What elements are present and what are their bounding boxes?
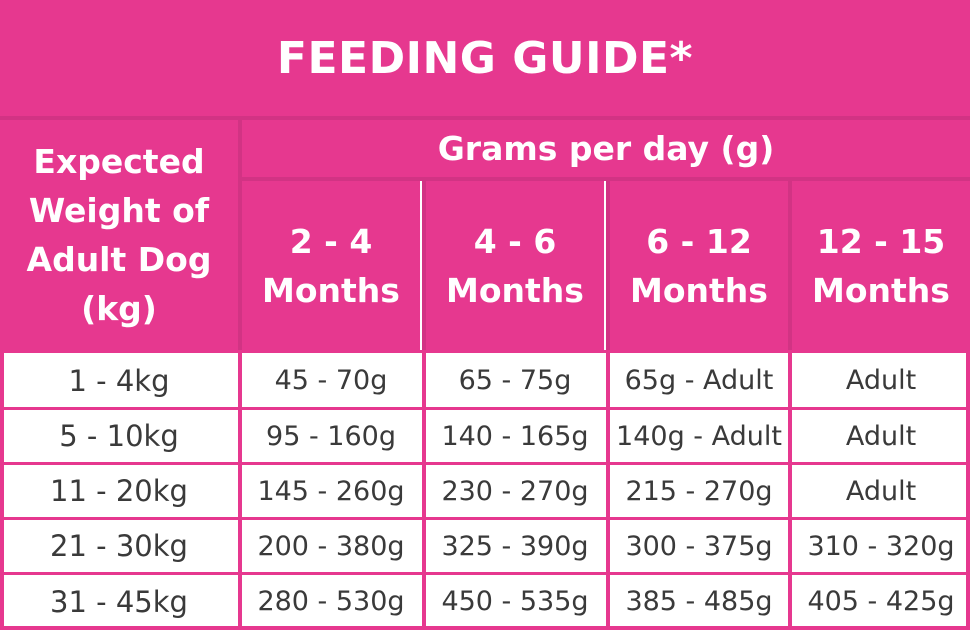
- weight-column-header: Expected Weight of Adult Dog (kg): [0, 120, 238, 350]
- grams-cell: Adult: [792, 465, 970, 517]
- grams-cell: 140g - Adult: [610, 410, 788, 462]
- grams-cell: 200 - 380g: [242, 520, 420, 572]
- age-group-header: 6 - 12 Months: [610, 181, 788, 350]
- grams-cell: 310 - 320g: [792, 520, 970, 572]
- grid-line: [606, 181, 610, 350]
- grid-line: [238, 116, 242, 350]
- grid-line: [966, 350, 970, 630]
- age-group-header-line: Months: [812, 270, 950, 310]
- weight-cell: 21 - 30kg: [0, 520, 238, 572]
- age-group-header: 2 - 4 Months: [242, 181, 420, 350]
- grid-line: [606, 350, 610, 630]
- grams-cell: 325 - 390g: [426, 520, 604, 572]
- grams-cell: 215 - 270g: [610, 465, 788, 517]
- grams-cell: 45 - 70g: [242, 354, 420, 407]
- age-group-header-line: Months: [262, 270, 400, 310]
- grams-cell: 65 - 75g: [426, 354, 604, 407]
- grid-line: [788, 181, 792, 350]
- weight-header-line: Weight of: [28, 191, 210, 230]
- age-group-header-line: 6 - 12: [646, 221, 752, 261]
- grams-cell: 145 - 260g: [242, 465, 420, 517]
- grams-cell: 230 - 270g: [426, 465, 604, 517]
- age-group-header: 12 - 15 Months: [792, 181, 970, 350]
- grid-line: [0, 350, 4, 630]
- grid-line: [0, 350, 970, 353]
- grams-cell: 450 - 535g: [426, 575, 604, 628]
- grid-line: [238, 350, 242, 630]
- weight-header-line: Expected: [33, 142, 205, 181]
- grid-line: [422, 350, 426, 630]
- grid-line: [422, 181, 426, 350]
- grid-line: [0, 572, 970, 575]
- grid-line: [0, 407, 970, 410]
- grams-cell: Adult: [792, 354, 970, 407]
- age-group-header-line: 4 - 6: [473, 221, 557, 261]
- weight-cell: 31 - 45kg: [0, 575, 238, 628]
- grams-cell: 385 - 485g: [610, 575, 788, 628]
- age-group-header: 4 - 6 Months: [426, 181, 604, 350]
- weight-cell: 11 - 20kg: [0, 465, 238, 517]
- weight-cell: 5 - 10kg: [0, 410, 238, 462]
- grams-cell: 140 - 165g: [426, 410, 604, 462]
- grams-cell: 300 - 375g: [610, 520, 788, 572]
- grams-cell: 405 - 425g: [792, 575, 970, 628]
- grams-cell: 95 - 160g: [242, 410, 420, 462]
- grid-line: [242, 177, 970, 181]
- age-group-header-line: Months: [630, 270, 768, 310]
- age-group-header-line: 2 - 4: [289, 221, 373, 261]
- weight-header-line: (kg): [81, 289, 157, 328]
- age-group-header-line: Months: [446, 270, 584, 310]
- table-title: FEEDING GUIDE*: [0, 0, 970, 116]
- grams-cell: 65g - Adult: [610, 354, 788, 407]
- grams-per-day-header: Grams per day (g): [242, 120, 970, 177]
- grams-cell: 280 - 530g: [242, 575, 420, 628]
- grid-line: [0, 626, 970, 630]
- grams-cell: Adult: [792, 410, 970, 462]
- grid-line: [0, 116, 970, 120]
- grid-line: [0, 517, 970, 520]
- weight-cell: 1 - 4kg: [0, 354, 238, 407]
- grid-line: [0, 462, 970, 465]
- age-group-header-line: 12 - 15: [816, 221, 946, 261]
- grid-line: [788, 350, 792, 630]
- weight-header-line: Adult Dog: [26, 240, 212, 279]
